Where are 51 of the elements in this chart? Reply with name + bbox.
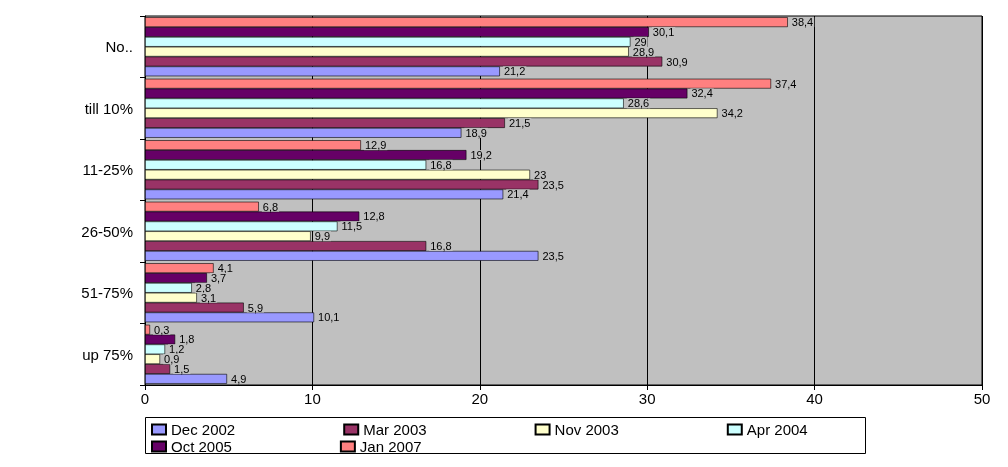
- data-label: 34,2: [721, 107, 743, 120]
- data-label: 1,8: [179, 333, 195, 346]
- y-tick-label: No..: [105, 38, 133, 56]
- data-label: 12,9: [364, 139, 387, 152]
- data-label: 30,9: [666, 55, 688, 68]
- data-label: 29: [634, 35, 647, 48]
- x-tick-label: 20: [471, 390, 489, 407]
- data-label: 23: [534, 168, 547, 181]
- legend-label: Mar 2003: [363, 421, 427, 438]
- data-label: 12,8: [363, 210, 385, 223]
- data-label: 6,8: [262, 200, 279, 213]
- data-label: 19,2: [470, 148, 492, 161]
- legend-label: Dec 2002: [171, 421, 236, 438]
- data-label: 10,1: [318, 311, 340, 324]
- data-label: 23,5: [542, 178, 564, 191]
- data-label: 0,3: [154, 323, 170, 336]
- data-label: 18,9: [465, 126, 487, 139]
- data-label: 28,9: [632, 45, 655, 58]
- data-label: 1,2: [169, 343, 185, 356]
- legend-label: Nov 2003: [554, 421, 619, 438]
- data-label: 1,5: [174, 363, 190, 376]
- y-tick-label: up 75%: [82, 345, 133, 363]
- data-label: 11,5: [341, 220, 363, 233]
- data-label: 23,5: [542, 249, 564, 262]
- x-tick-label: 0: [140, 390, 150, 407]
- x-tick-label: 10: [304, 390, 321, 407]
- data-label: 21,5: [508, 117, 531, 130]
- data-label: 5,9: [247, 301, 264, 314]
- data-label: 9,9: [314, 230, 331, 243]
- legend-label: Jan 2007: [359, 438, 422, 455]
- x-tick-label: 40: [806, 390, 823, 407]
- data-label: 16,8: [430, 240, 452, 253]
- data-label: 21,4: [507, 188, 529, 201]
- y-tick-label: till 10%: [84, 99, 133, 117]
- data-label: 21,2: [503, 65, 526, 78]
- data-label: 38,4: [791, 16, 814, 29]
- data-label: 16,8: [430, 158, 452, 171]
- y-tick-label: 51-75%: [81, 284, 133, 302]
- data-label: 0,9: [164, 353, 180, 366]
- y-tick-label: 11-25%: [82, 161, 133, 179]
- data-label: 28,6: [627, 97, 650, 110]
- y-tick-label: 26-50%: [81, 222, 133, 240]
- legend-label: Oct 2005: [171, 438, 232, 455]
- data-label: 2,8: [195, 281, 212, 294]
- data-label: 4,9: [231, 372, 247, 385]
- data-label: 37,4: [775, 77, 797, 90]
- legend-label: Apr 2004: [746, 421, 808, 438]
- data-label: 32,4: [691, 87, 713, 100]
- data-label: 30,1: [652, 25, 675, 38]
- x-tick-label: 50: [973, 390, 991, 407]
- x-tick-label: 30: [638, 390, 656, 407]
